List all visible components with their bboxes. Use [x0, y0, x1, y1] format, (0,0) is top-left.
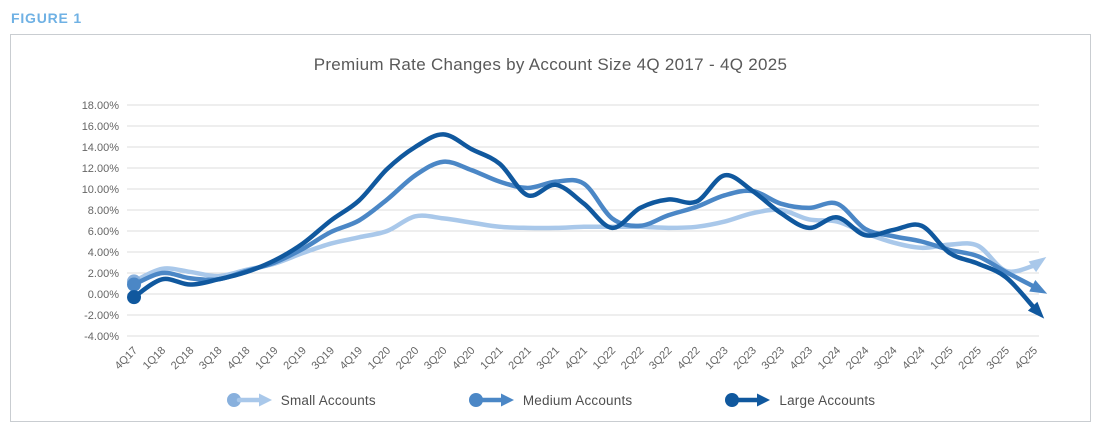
- x-tick-label: 2Q24: [844, 345, 872, 373]
- end-arrow-medium-accounts: [1029, 280, 1048, 294]
- x-tick-label: 1Q19: [253, 345, 281, 373]
- x-tick-label: 3Q20: [422, 345, 450, 373]
- legend-label: Small Accounts: [280, 392, 376, 408]
- y-tick-label: 6.00%: [88, 226, 119, 238]
- x-tick-label: 3Q18: [197, 345, 225, 373]
- x-tick-label: 4Q18: [225, 345, 253, 373]
- legend-item-large-accounts: Large Accounts: [724, 391, 875, 409]
- series-line-large-accounts: [131, 132, 1037, 310]
- x-tick-label: 4Q20: [450, 345, 478, 373]
- x-tick-label: 2Q23: [731, 345, 759, 373]
- y-tick-label: 2.00%: [88, 268, 119, 280]
- x-tick-label: 3Q19: [309, 345, 337, 373]
- chart-title: Premium Rate Changes by Account Size 4Q …: [313, 55, 788, 74]
- x-tick-label: 1Q25: [928, 345, 956, 373]
- x-tick-label: 4Q17: [113, 345, 141, 373]
- x-tick-label: 1Q23: [703, 345, 731, 373]
- y-axis-labels: 18.00% 16.00% 14.00% 12.00% 10.00% 8.00% 6.00%…: [82, 100, 120, 343]
- small-accounts-marker-icon: [226, 393, 272, 407]
- x-tick-label: 1Q20: [366, 345, 394, 373]
- x-tick-label: 1Q18: [141, 345, 169, 373]
- x-tick-label: 4Q19: [338, 345, 366, 373]
- gridlines: [127, 104, 1039, 337]
- start-dot-large-accounts: [127, 290, 141, 305]
- large-accounts-marker-icon: [725, 393, 771, 407]
- y-tick-label: 4.00%: [88, 247, 119, 259]
- series-small-accounts: [127, 207, 1047, 289]
- plot-area: 18.00% 16.00% 14.00% 12.00% 10.00% 8.00% 6.00%…: [19, 93, 1090, 405]
- y-tick-label: 16.00%: [82, 121, 120, 133]
- x-tick-label: 3Q22: [647, 345, 675, 373]
- x-tick-label: 1Q24: [816, 345, 844, 373]
- x-tick-label: 3Q23: [759, 345, 787, 373]
- y-tick-label: 18.00%: [82, 100, 120, 112]
- x-tick-label: 3Q21: [534, 345, 562, 373]
- x-tick-label: 4Q23: [788, 345, 816, 373]
- end-arrow-small-accounts: [1028, 257, 1047, 273]
- y-tick-label: 0.00%: [88, 289, 119, 301]
- x-tick-label: 4Q22: [675, 345, 703, 373]
- y-tick-label: 8.00%: [88, 205, 119, 217]
- series-medium-accounts: [127, 159, 1048, 294]
- end-arrow-large-accounts: [1027, 301, 1045, 319]
- legend-item-medium-accounts: Medium Accounts: [468, 391, 633, 409]
- series-large-accounts: [127, 132, 1045, 319]
- x-tick-label: 2Q20: [394, 345, 422, 373]
- legend-label: Large Accounts: [779, 392, 876, 408]
- report-page: FIGURE 1 Premium Rate Changes by Account…: [0, 10, 1101, 422]
- x-tick-label: 3Q25: [984, 345, 1012, 373]
- line-chart: 18.00% 16.00% 14.00% 12.00% 10.00% 8.00% 6.00%…: [82, 100, 1048, 373]
- x-tick-label: 1Q22: [591, 345, 619, 373]
- x-tick-label: 4Q24: [900, 345, 928, 373]
- y-tick-label: 10.00%: [82, 184, 120, 196]
- legend-label: Medium Accounts: [522, 392, 633, 408]
- y-tick-label: -2.00%: [84, 310, 119, 322]
- x-axis-labels: 4Q17 1Q18 2Q18 3Q18 4Q18 1Q19 2Q19 3Q19 4Q19 1Q20…: [113, 345, 1041, 373]
- x-tick-label: 2Q22: [619, 345, 647, 373]
- start-dot-medium-accounts: [127, 277, 141, 292]
- x-tick-label: 1Q21: [478, 345, 506, 373]
- x-tick-label: 2Q19: [281, 345, 309, 373]
- y-tick-label: 12.00%: [82, 163, 120, 175]
- x-tick-label: 2Q21: [506, 345, 534, 373]
- figure-label: FIGURE 1: [11, 10, 82, 26]
- y-tick-label: 14.00%: [82, 142, 120, 154]
- x-tick-label: 3Q24: [872, 345, 900, 373]
- chart-card: Premium Rate Changes by Account Size 4Q …: [10, 34, 1091, 422]
- chart-legend: Small Accounts Medium Accounts Large Accou…: [11, 391, 1090, 409]
- y-tick-label: -4.00%: [84, 331, 119, 343]
- medium-accounts-marker-icon: [468, 393, 514, 407]
- x-tick-label: 2Q18: [169, 345, 197, 373]
- x-tick-label: 2Q25: [956, 345, 984, 373]
- legend-item-small-accounts: Small Accounts: [226, 391, 376, 409]
- series-line-small-accounts: [131, 207, 1037, 284]
- series-line-medium-accounts: [131, 159, 1037, 289]
- x-tick-label: 4Q21: [563, 345, 591, 373]
- x-tick-label: 4Q25: [1013, 345, 1041, 373]
